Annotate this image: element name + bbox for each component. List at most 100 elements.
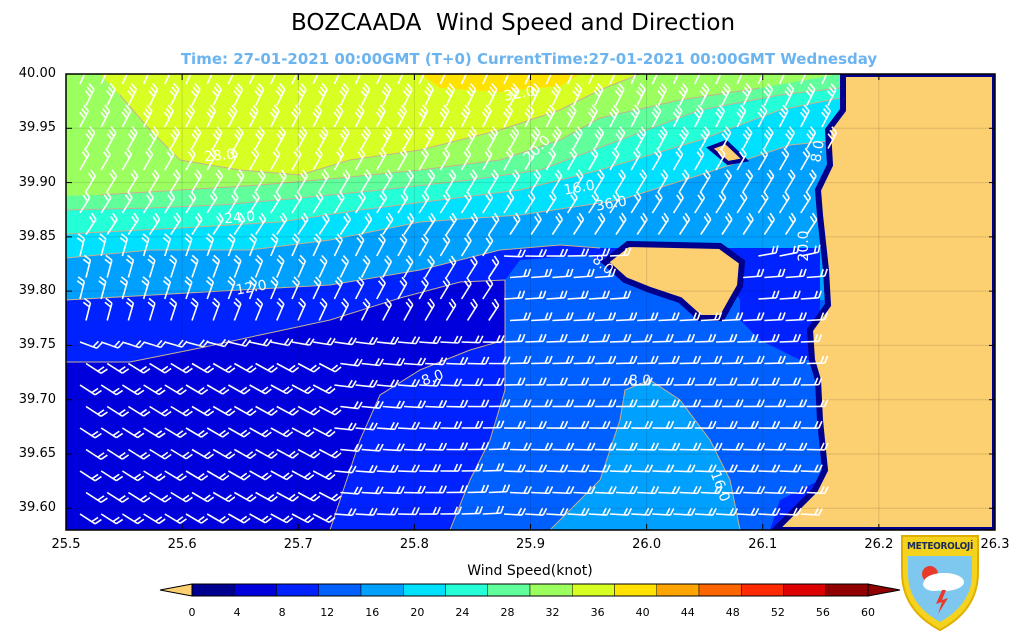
wind-barb xyxy=(637,312,659,322)
wind-barb xyxy=(545,104,556,128)
wind-barb xyxy=(439,104,450,128)
wind-barb xyxy=(85,169,96,192)
wind-barb xyxy=(806,399,829,408)
wind-barb xyxy=(424,212,436,235)
wind-barb xyxy=(270,233,279,257)
wind-barb xyxy=(397,233,408,257)
wind-barb xyxy=(185,427,209,438)
wind-barb xyxy=(190,254,199,278)
wind-barb xyxy=(525,420,548,429)
wind-barb xyxy=(636,169,648,192)
wind-barb xyxy=(445,169,457,192)
wind-barb xyxy=(530,212,542,235)
wind-barb xyxy=(403,126,414,149)
colorbar-cell xyxy=(445,583,488,597)
wind-barb xyxy=(403,442,427,452)
wind-barb xyxy=(588,248,611,257)
wind-barb xyxy=(467,484,490,494)
x-tick-label: 25.6 xyxy=(167,537,197,552)
wind-barb xyxy=(445,255,457,278)
wind-barb xyxy=(339,169,351,192)
wind-barb xyxy=(276,126,287,149)
colorbar-cell xyxy=(825,583,869,597)
wind-barb xyxy=(207,338,230,348)
wind-barb xyxy=(531,485,554,495)
wind-barb xyxy=(248,74,258,85)
wind-barb xyxy=(631,377,653,386)
wind-barb xyxy=(679,442,702,451)
wind-barb xyxy=(461,506,484,515)
wind-barb xyxy=(461,378,484,387)
wind-barb xyxy=(276,212,288,235)
wind-barb xyxy=(594,268,616,279)
wind-barb xyxy=(312,470,336,481)
wind-barb xyxy=(397,147,408,171)
band-40-44 xyxy=(420,74,580,92)
wind-barb xyxy=(658,355,680,365)
wind-barb xyxy=(397,336,421,345)
wind-barb xyxy=(523,74,534,85)
wind-barb xyxy=(785,355,808,365)
wind-barb xyxy=(573,355,596,365)
wind-barb xyxy=(779,333,802,343)
wind-barb xyxy=(758,507,781,516)
wind-barb xyxy=(525,333,547,343)
logo-text: METEOROLOJİ xyxy=(906,541,974,552)
wind-barb xyxy=(291,337,315,346)
wind-barb xyxy=(254,83,265,106)
wind-barb xyxy=(270,384,294,395)
wind-barb xyxy=(440,506,463,515)
wind-barb xyxy=(651,104,662,128)
wind-barb xyxy=(509,268,532,279)
wind-barb xyxy=(764,268,786,279)
wind-barb xyxy=(206,104,217,128)
wind-barb xyxy=(678,126,689,149)
wind-barb xyxy=(784,169,796,192)
wind-barb xyxy=(297,362,321,373)
wind-barb xyxy=(546,290,568,300)
wind-barb xyxy=(334,337,357,346)
wind-barb xyxy=(672,74,682,85)
wind-barb xyxy=(297,212,309,235)
wind-barb xyxy=(360,169,372,192)
colorbar-tick-label: 60 xyxy=(861,606,875,619)
wind-barb xyxy=(466,83,477,106)
wind-barb xyxy=(355,464,378,474)
colorbar-tick-label: 28 xyxy=(500,606,515,619)
wind-barb xyxy=(673,377,696,386)
wind-barb xyxy=(255,405,278,416)
wind-barb xyxy=(508,83,519,106)
wind-barb xyxy=(460,104,471,128)
wind-barb xyxy=(609,247,632,257)
wind-barb xyxy=(546,464,569,473)
wind-barb xyxy=(143,427,166,439)
wind-barb xyxy=(546,420,569,429)
wind-barb xyxy=(276,362,300,373)
wind-barb xyxy=(227,104,238,128)
wind-barb xyxy=(355,379,378,388)
contour-label: 20.0 xyxy=(796,230,812,261)
wind-barb xyxy=(228,384,251,395)
wind-barb xyxy=(98,233,107,257)
wind-barb xyxy=(758,420,781,429)
wind-barb xyxy=(509,212,521,235)
wind-barb xyxy=(233,126,244,149)
y-tick-label: 39.60 xyxy=(18,500,56,516)
x-tick-label: 25.9 xyxy=(516,537,545,552)
wind-barb xyxy=(743,442,766,451)
y-tick-label: 39.85 xyxy=(18,228,56,244)
colorbar-tick-label: 12 xyxy=(320,606,335,619)
wind-barb xyxy=(588,464,611,473)
wind-barb xyxy=(551,169,563,192)
wind-barb xyxy=(531,312,553,322)
wind-barb xyxy=(488,169,499,192)
wind-barb xyxy=(403,298,414,321)
wind-barb xyxy=(249,427,272,438)
colorbar-cell xyxy=(360,583,404,597)
wind-barb xyxy=(249,384,272,395)
wind-barb xyxy=(721,212,733,235)
wind-barb xyxy=(567,507,590,516)
wind-barb xyxy=(778,74,788,85)
wind-barb xyxy=(525,507,548,516)
wind-barb xyxy=(332,74,343,85)
